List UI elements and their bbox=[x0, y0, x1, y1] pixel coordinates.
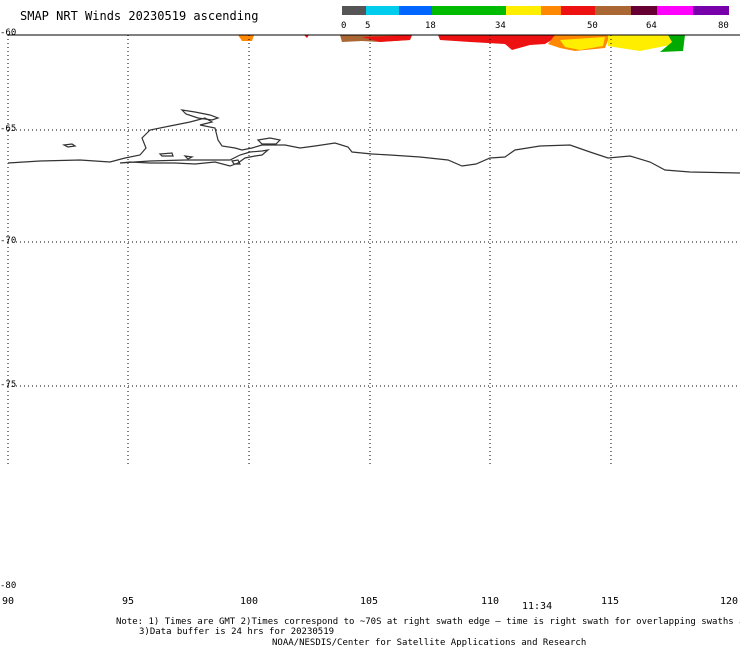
colorbar-tick: 0 bbox=[341, 21, 347, 31]
lon-label: 115 bbox=[601, 596, 620, 607]
colorbar-tick: 18 bbox=[425, 21, 436, 31]
lon-label: 100 bbox=[240, 596, 259, 607]
wind-swath bbox=[238, 35, 685, 52]
lon-label: 110 bbox=[481, 596, 500, 607]
lon-label: 90 bbox=[2, 596, 15, 607]
note-line-2: 3)Data buffer is 24 hrs for 20230519 bbox=[139, 627, 335, 637]
colorbar-segment bbox=[432, 6, 506, 15]
colorbar-segment bbox=[693, 6, 729, 15]
colorbar-tick: 50 bbox=[587, 21, 598, 31]
colorbar-segment bbox=[657, 6, 693, 15]
lat-label: -70 bbox=[0, 236, 17, 246]
colorbar-segment bbox=[631, 6, 657, 15]
map-title: SMAP NRT Winds 20230519 ascending bbox=[20, 9, 259, 23]
colorbar-segment bbox=[595, 6, 631, 15]
note-line-3: NOAA/NESDIS/Center for Satellite Applica… bbox=[272, 638, 587, 648]
lat-label: -80 bbox=[0, 581, 17, 591]
lon-label: 105 bbox=[360, 596, 379, 607]
colorbar-tick: 34 bbox=[495, 21, 506, 31]
graticule bbox=[7, 35, 740, 465]
colorbar-tick: 5 bbox=[365, 21, 371, 31]
colorbar-tick: 64 bbox=[646, 21, 657, 31]
wind-speed-colorbar bbox=[342, 6, 729, 15]
colorbar-segment bbox=[506, 6, 541, 15]
coastline bbox=[7, 109, 740, 174]
colorbar-segment bbox=[561, 6, 595, 15]
colorbar-segment bbox=[342, 6, 366, 15]
colorbar-segment bbox=[399, 6, 432, 15]
lon-label: 95 bbox=[122, 596, 135, 607]
colorbar-segment bbox=[541, 6, 561, 15]
lat-label: -60 bbox=[0, 28, 17, 38]
colorbar-segment bbox=[366, 6, 399, 15]
note-line-1: Note: 1) Times are GMT 2)Times correspon… bbox=[116, 617, 740, 627]
colorbar-tick: 80 bbox=[718, 21, 729, 31]
swath-time-label: 11:34 bbox=[522, 601, 553, 612]
lat-label: -65 bbox=[0, 124, 17, 134]
lat-label: -75 bbox=[0, 380, 17, 390]
lon-label: 120 bbox=[720, 596, 739, 607]
